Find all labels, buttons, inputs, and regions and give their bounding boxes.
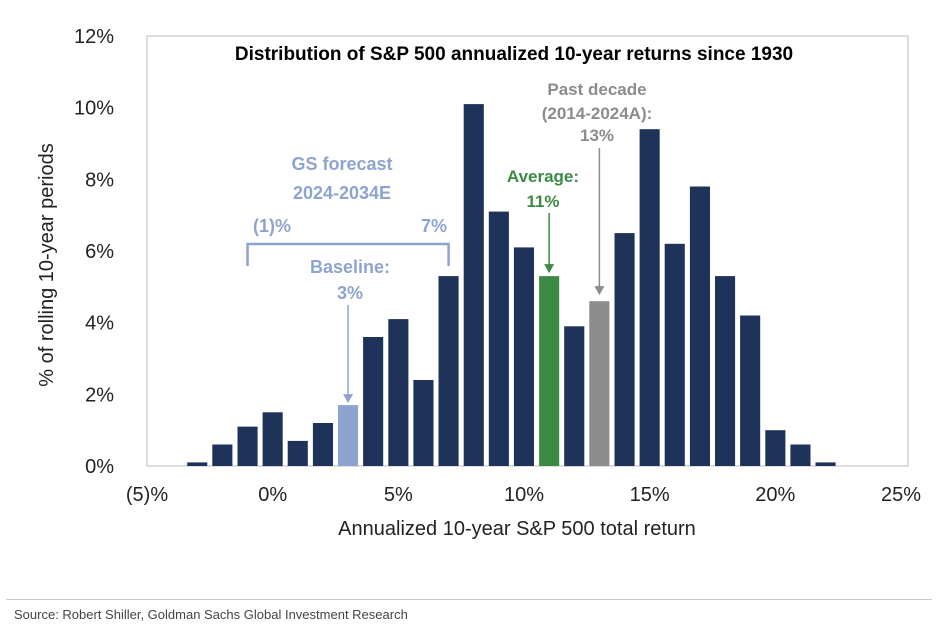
chart: Distribution of S&P 500 annualized 10-ye… [36, 26, 921, 540]
bar-neg3 [187, 462, 208, 466]
bars-group [187, 104, 836, 467]
bar-19 [740, 315, 761, 466]
x-tick-label: 10% [504, 484, 544, 506]
y-tick-label: 6% [85, 241, 114, 263]
bar-7 [438, 276, 459, 466]
range-high-label: 7% [421, 216, 447, 236]
bar-16 [664, 243, 685, 466]
x-tick-label: 15% [630, 484, 670, 506]
forecast-range-bracket [246, 242, 450, 266]
bar-2 [312, 423, 333, 466]
bar-5 [388, 319, 409, 466]
baseline-label-line2: 3% [337, 283, 363, 303]
bar-12 [564, 326, 585, 467]
average-label-line2: 11% [526, 192, 559, 211]
y-tick-label: 0% [85, 456, 114, 478]
bar-22 [815, 462, 836, 466]
bar-8 [463, 104, 484, 466]
forecast-title-line2: 2024-2034E [293, 183, 391, 203]
average-label-line1: Average: [507, 167, 579, 186]
average-arrow-head [544, 264, 555, 274]
bar-1 [287, 440, 308, 466]
bar-15 [639, 129, 660, 466]
source-note: Source: Robert Shiller, Goldman Sachs Gl… [14, 607, 408, 622]
bar-9 [488, 211, 509, 466]
x-axis-title: Annualized 10-year S&P 500 total return [338, 518, 696, 540]
bar-0 [262, 412, 283, 467]
bar-14 [614, 233, 635, 466]
footer-divider [6, 599, 932, 600]
bar-17 [689, 186, 710, 466]
baseline-label-line1: Baseline: [310, 257, 390, 277]
x-tick-labels: (5)% 0% 5% 10% 15% 20% 25% [126, 484, 921, 506]
past-decade-label-line2: (2014-2024A): [542, 104, 653, 123]
bar-11-average [539, 276, 560, 466]
range-low-label: (1)% [253, 216, 291, 236]
chart-title: Distribution of S&P 500 annualized 10-ye… [235, 44, 793, 65]
x-tick-label: 20% [755, 484, 795, 506]
bar-18 [715, 276, 736, 466]
baseline-arrow-head [343, 394, 354, 404]
forecast-title-line1: GS forecast [291, 154, 392, 174]
past-decade-label-line3: 13% [580, 126, 614, 145]
x-tick-label: (5)% [126, 484, 168, 506]
bar-20 [765, 430, 786, 466]
y-tick-label: 12% [74, 26, 114, 48]
x-tick-label: 5% [384, 484, 413, 506]
past-decade-arrow-head [594, 286, 605, 296]
y-tick-label: 4% [85, 313, 114, 335]
bar-10 [513, 247, 534, 466]
past-decade-label-line1: Past decade [547, 80, 646, 99]
bar-neg1 [237, 426, 258, 466]
bar-6 [413, 380, 434, 466]
y-tick-labels: 0% 2% 4% 6% 8% 10% 12% [74, 26, 114, 478]
y-tick-label: 2% [85, 384, 114, 406]
x-tick-label: 25% [881, 484, 921, 506]
y-tick-label: 10% [74, 98, 114, 120]
x-tick-label: 0% [258, 484, 287, 506]
y-tick-label: 8% [85, 169, 114, 191]
bar-3-baseline [338, 405, 359, 466]
bar-neg2 [212, 444, 233, 466]
bar-4 [363, 337, 384, 466]
bar-21 [790, 444, 811, 466]
y-axis-title: % of rolling 10-year periods [36, 143, 58, 386]
bar-13-past-decade [589, 301, 610, 466]
